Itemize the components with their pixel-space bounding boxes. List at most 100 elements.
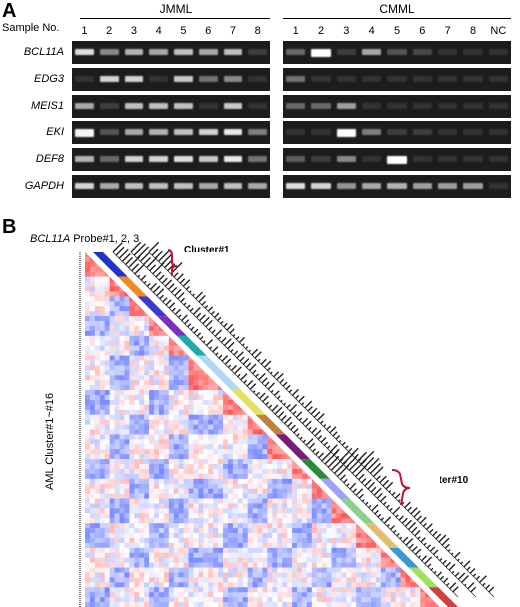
heatmap-cell (331, 533, 337, 539)
heatmap-cell (183, 414, 189, 420)
heatmap-cell (119, 439, 125, 445)
heatmap-cell (198, 473, 204, 480)
heatmap-cell (297, 528, 303, 534)
heatmap-cell (114, 424, 120, 430)
heatmap-cell (104, 291, 110, 297)
heatmap-cell (247, 483, 253, 489)
heatmap-cell (85, 404, 91, 411)
heatmap-cell (134, 483, 140, 489)
heatmap-cell (168, 464, 175, 470)
heatmap-cell (109, 311, 115, 317)
heatmap-cell (173, 459, 179, 465)
heatmap-cell (134, 577, 140, 583)
heatmap-cell (94, 296, 101, 302)
heatmap-cell (94, 335, 101, 342)
heatmap-cell (198, 557, 204, 563)
heatmap-cell (149, 345, 155, 351)
heatmap-cell (158, 370, 165, 376)
heatmap-cell (203, 385, 209, 391)
heatmap-cell (163, 409, 170, 416)
heatmap-cell (282, 483, 288, 489)
heatmap-cell (183, 409, 189, 416)
heatmap-cell (163, 419, 170, 425)
heatmap-cell (178, 508, 184, 514)
heatmap-cell (316, 488, 322, 494)
heatmap-cell (218, 552, 224, 558)
heatmap-cell (158, 547, 165, 554)
heatmap-cell (272, 523, 278, 529)
band-cmml-def8-3 (336, 156, 356, 163)
heatmap-cell (154, 390, 160, 396)
heatmap-cell (163, 459, 170, 465)
heatmap-cell (242, 562, 249, 568)
heatmap-cell (193, 577, 199, 583)
heatmap-cell (267, 468, 273, 475)
heatmap-cell (119, 414, 125, 420)
heatmap-cell (139, 454, 145, 460)
heatmap-cell (306, 523, 313, 529)
heatmap-cell (227, 434, 234, 440)
heatmap-cell (109, 468, 115, 475)
heatmap-cell (223, 528, 229, 534)
heatmap-cell (94, 523, 101, 529)
heatmap-cell (149, 454, 155, 460)
heatmap-cell (227, 557, 234, 563)
heatmap-cell (223, 542, 229, 549)
heatmap-cell (223, 483, 229, 489)
heatmap-cell (297, 537, 303, 544)
heatmap-cell (301, 528, 308, 534)
heatmap-cell (267, 557, 273, 563)
heatmap-cell (158, 414, 165, 420)
heatmap-cell (218, 478, 224, 485)
heatmap-cell (267, 488, 273, 494)
heatmap-cell (149, 567, 155, 573)
heatmap-cell (109, 321, 115, 327)
heatmap-cell (134, 567, 140, 573)
heatmap-cell (149, 562, 155, 568)
heatmap-cell (163, 528, 170, 534)
heatmap-cell (213, 567, 219, 573)
heatmap-cell (321, 542, 327, 549)
heatmap-cell (129, 316, 135, 322)
heatmap-cell (94, 360, 101, 366)
heatmap-cell (129, 375, 135, 381)
heatmap-cell (139, 429, 145, 435)
heatmap-cell (213, 409, 219, 416)
heatmap-cell (306, 478, 313, 485)
heatmap-cell (158, 498, 165, 504)
heatmap-cell (139, 321, 145, 327)
heatmap-cell (227, 488, 234, 494)
heatmap-cell (129, 523, 135, 529)
heatmap-cell (198, 503, 204, 509)
heatmap-cell (262, 473, 268, 480)
heatmap-cell (149, 473, 155, 480)
heatmap-cell (247, 439, 253, 445)
heatmap-cell (237, 434, 244, 440)
heatmap-cell (173, 552, 179, 558)
heatmap-cell (114, 419, 120, 425)
heatmap-cell (193, 394, 199, 401)
heatmap-cell (277, 468, 283, 475)
heatmap-cell (89, 542, 96, 549)
heatmap-cell (301, 552, 308, 558)
heatmap-cell (178, 449, 184, 455)
heatmap-cell (139, 552, 145, 558)
heatmap-cell (168, 350, 175, 356)
heatmap-cell (139, 523, 145, 529)
heatmap-cell (213, 503, 219, 509)
heatmap-cell (109, 577, 115, 583)
heatmap-cell (242, 523, 249, 529)
heatmap-cell (129, 557, 135, 563)
heatmap-cell (267, 523, 273, 529)
heatmap-cell (104, 325, 110, 332)
heatmap-cell (154, 375, 160, 381)
heatmap-cell (158, 577, 165, 583)
heatmap-cell (346, 542, 352, 549)
heatmap-cell (124, 572, 130, 578)
heatmap-cell (208, 552, 214, 558)
heatmap-cell (375, 577, 382, 583)
heatmap-cell (139, 375, 145, 381)
heatmap-cell (341, 533, 347, 539)
heatmap-cell (154, 414, 160, 420)
heatmap-cell (99, 385, 106, 391)
